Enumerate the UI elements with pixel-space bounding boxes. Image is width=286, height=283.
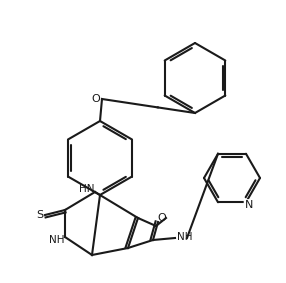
Text: O: O (92, 94, 100, 104)
Text: S: S (36, 210, 43, 220)
Text: HN: HN (79, 184, 95, 194)
Text: NH: NH (49, 235, 65, 245)
Text: N: N (245, 200, 253, 210)
Text: O: O (158, 213, 166, 223)
Text: NH: NH (177, 232, 192, 242)
